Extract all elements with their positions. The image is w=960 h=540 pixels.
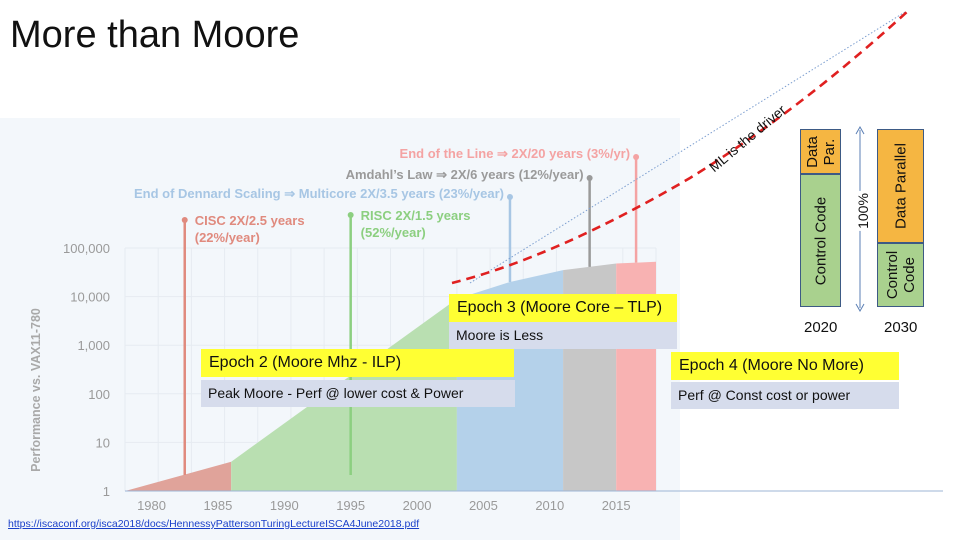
box-2030-control-code: Control Code: [877, 243, 924, 307]
y-axis-label: Performance vs. VAX11-780: [29, 308, 43, 472]
x-tick-label: 1980: [137, 498, 166, 513]
slide-title: More than Moore: [10, 14, 300, 56]
y-tick-label: 100: [88, 387, 110, 402]
y-tick-label: 100,000: [63, 241, 110, 256]
year-2020-label: 2020: [804, 319, 838, 336]
epoch-3-desc: Moore is Less: [449, 322, 677, 349]
ml-driver-curve: [451, 9, 910, 285]
annotation-label: End of the Line ⇒ 2X/20 years (3%/yr): [400, 146, 631, 161]
x-tick-label: 1990: [270, 498, 299, 513]
box-2020-control-code: Control Code: [800, 174, 841, 307]
year-2030-label: 2030: [884, 319, 918, 336]
annotation-dot: [347, 212, 354, 218]
x-tick-label: 2015: [602, 498, 631, 513]
annotation-dot: [506, 194, 513, 200]
y-tick-label: 10,000: [70, 290, 110, 305]
box-2030-data-parallel: Data Parallel: [877, 129, 924, 243]
reference-link[interactable]: https://iscaconf.org/isca2018/docs/Henne…: [8, 518, 420, 530]
percent-label: 100%: [854, 191, 871, 231]
epoch-2-desc: Peak Moore - Perf @ lower cost & Power: [201, 380, 515, 407]
annotation-label: Amdahl’s Law ⇒ 2X/6 years (12%/year): [346, 167, 584, 182]
annotation-label: CISC 2X/2.5 years: [195, 213, 305, 228]
x-tick-label: 2005: [469, 498, 498, 513]
region-1: [125, 461, 232, 491]
annotation-dot: [633, 154, 640, 160]
epoch-3-title: Epoch 3 (Moore Core – TLP): [449, 294, 677, 322]
annotation-label: RISC 2X/1.5 years: [361, 208, 471, 223]
x-tick-label: 2010: [535, 498, 564, 513]
epoch-4-desc: Perf @ Const cost or power: [671, 382, 899, 409]
box-2020-data-parallel-label: Data Par.: [803, 135, 838, 168]
y-tick-label: 1: [103, 484, 110, 499]
box-2030-data-parallel-label: Data Parallel: [892, 143, 909, 229]
trend-dotted-line: [469, 11, 906, 284]
annotation-dot: [586, 175, 593, 181]
epoch-4-title: Epoch 4 (Moore No More): [671, 352, 899, 380]
annotation-label: End of Dennard Scaling ⇒ Multicore 2X/3.…: [134, 186, 504, 201]
annotation-label: (52%/year): [361, 225, 426, 240]
epoch-2-title: Epoch 2 (Moore Mhz - ILP): [201, 349, 514, 377]
annotation-label: (22%/year): [195, 230, 260, 245]
box-2020-data-parallel: Data Par.: [800, 129, 841, 174]
annotation-dot: [181, 217, 188, 223]
box-2020-control-code-label: Control Code: [812, 196, 829, 285]
x-tick-label: 2000: [403, 498, 432, 513]
y-tick-label: 10: [96, 435, 110, 450]
y-tick-label: 1,000: [77, 338, 110, 353]
x-tick-label: 1985: [203, 498, 232, 513]
x-tick-label: 1995: [336, 498, 365, 513]
box-2030-control-code-label: Control Code: [883, 250, 918, 300]
